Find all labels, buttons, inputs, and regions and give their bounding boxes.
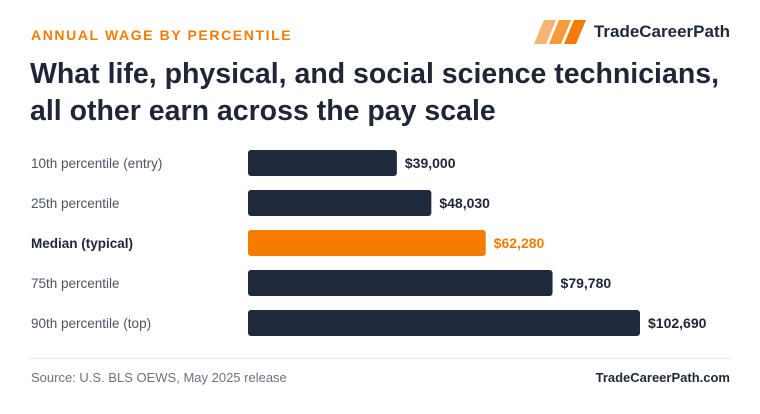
footer-divider [30,358,730,359]
chart-eyebrow: ANNUAL WAGE BY PERCENTILE [31,27,293,43]
bar [248,310,640,336]
bar [248,230,486,256]
site-link[interactable]: TradeCareerPath.com [595,370,730,385]
brand-name: TradeCareerPath [593,22,730,41]
bar [248,190,432,216]
bar [248,150,397,176]
value-label: $62,280 [494,235,545,251]
value-label: $79,780 [561,275,612,291]
value-label: $102,690 [648,315,707,331]
category-label: Median (typical) [31,236,133,251]
chart-title: What life, physical, and social science … [30,58,719,127]
brand-stripes-icon [533,20,586,44]
category-label: 75th percentile [31,276,120,291]
brand[interactable]: TradeCareerPath [533,20,730,44]
value-label: $48,030 [439,195,490,211]
bar [248,270,553,296]
wage-bar-chart: 10th percentile (entry) $39,000 25th perce… [31,150,707,336]
category-label: 10th percentile (entry) [31,156,162,171]
category-label: 90th percentile (top) [31,316,151,331]
category-label: 25th percentile [31,196,120,211]
source-note: Source: U.S. BLS OEWS, May 2025 release [31,370,287,385]
value-label: $39,000 [405,155,456,171]
